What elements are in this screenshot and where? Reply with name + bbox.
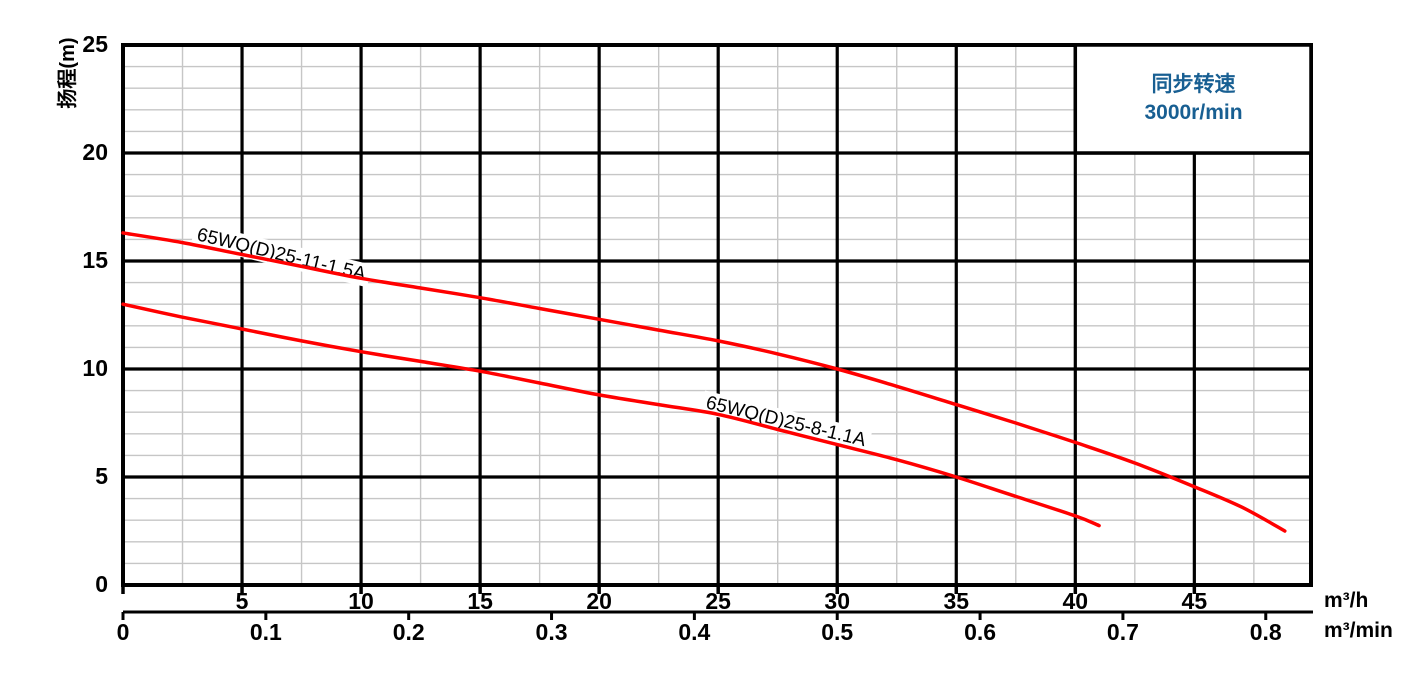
y-tick-20: 20 <box>82 139 108 165</box>
x2-tick-0.8: 0.8 <box>1249 619 1282 645</box>
x2-tick-0.6: 0.6 <box>964 619 997 645</box>
y-axis-title: 扬程(m) <box>57 37 79 109</box>
curve-label-halo <box>699 390 873 454</box>
x2-tick-0.7: 0.7 <box>1106 619 1139 645</box>
x-tick-30: 30 <box>824 588 851 614</box>
y-tick-5: 5 <box>95 463 108 489</box>
x-axis-unit-m3min: m³/min <box>1324 619 1393 642</box>
curve-label-lower: 65WQ(D)25-8-1.1A <box>704 392 868 451</box>
x2-tick-0.2: 0.2 <box>392 619 425 645</box>
x-tick-10: 10 <box>348 588 374 614</box>
x2-tick-0.5: 0.5 <box>821 619 854 645</box>
x2-tick-0: 0 <box>116 619 130 645</box>
x-axis-secondary <box>121 610 1313 620</box>
x-tick-20: 20 <box>586 588 612 614</box>
curve-upper <box>121 231 1287 533</box>
x-tick-25: 25 <box>705 588 731 614</box>
x-axis-unit-m3h: m³/h <box>1324 589 1369 612</box>
y-tick-15: 15 <box>82 247 108 273</box>
x-tick-40: 40 <box>1062 588 1089 614</box>
curve-lower <box>121 302 1101 528</box>
legend-line-speed-value: 3000r/min <box>1144 101 1243 124</box>
x-tick-5: 5 <box>235 588 249 614</box>
x2-tick-0.3: 0.3 <box>535 619 568 645</box>
x-tick-35: 35 <box>943 588 970 614</box>
x-tick-45: 45 <box>1181 588 1208 614</box>
legend-box <box>1073 43 1313 155</box>
x-axis-ticks-primary <box>121 585 1197 594</box>
x-tick-15: 15 <box>467 588 493 614</box>
y-tick-25: 25 <box>82 31 108 57</box>
y-tick-0: 0 <box>95 571 108 597</box>
legend-line-speed-title: 同步转速 <box>1151 73 1236 96</box>
x2-tick-0.4: 0.4 <box>678 619 711 645</box>
x2-tick-0.1: 0.1 <box>249 619 282 645</box>
legend: 同步转速 3000r/min <box>1076 45 1311 153</box>
y-tick-10: 10 <box>82 355 108 381</box>
